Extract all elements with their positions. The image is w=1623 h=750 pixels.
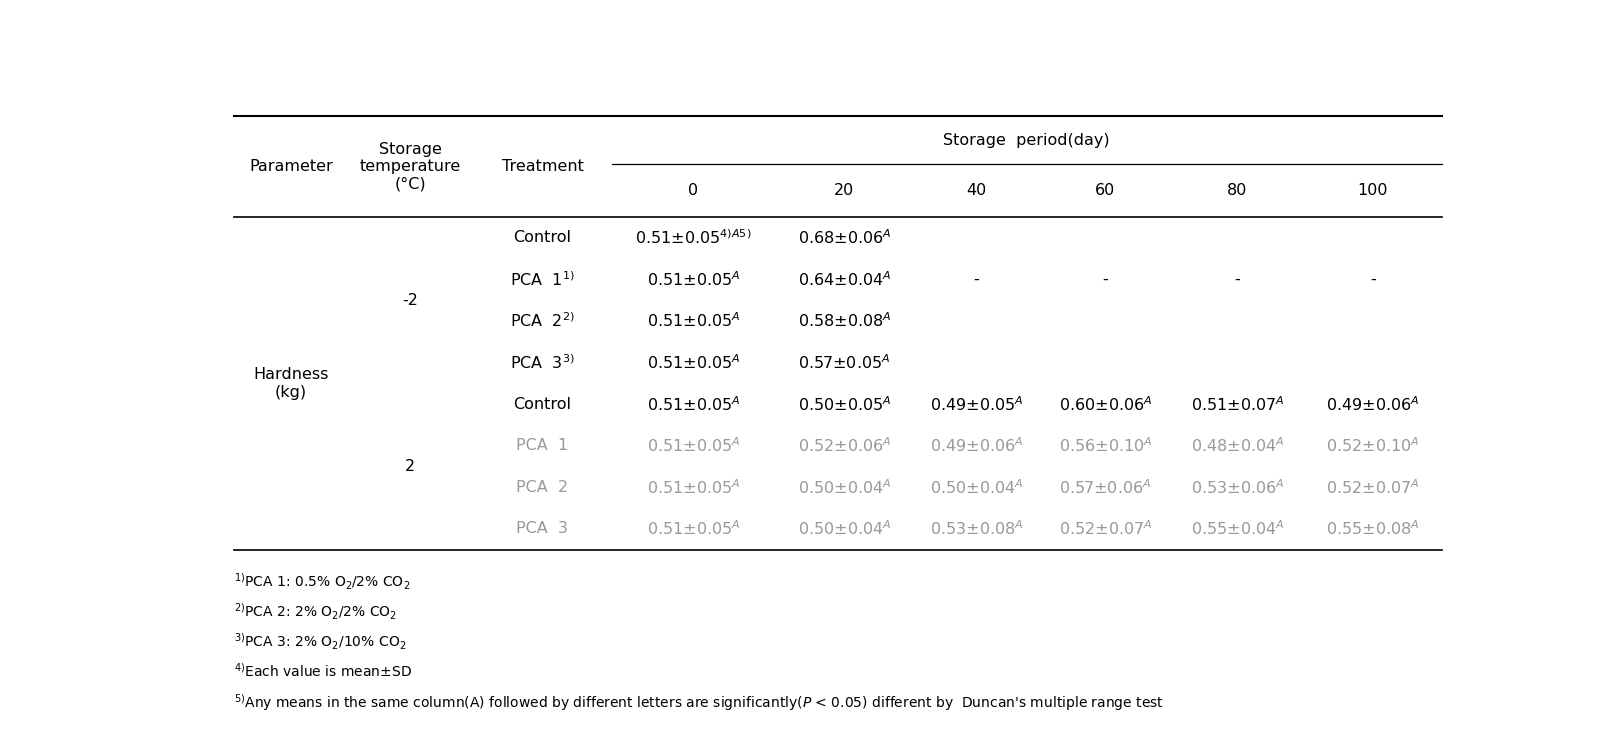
Text: Hardness
(kg): Hardness (kg) [253,368,328,400]
Text: 0.68±0.06$^{A}$: 0.68±0.06$^{A}$ [797,229,891,248]
Text: 0.56±0.10$^{A}$: 0.56±0.10$^{A}$ [1058,436,1152,455]
Text: 0.51±0.05$^{4)A5)}$: 0.51±0.05$^{4)A5)}$ [635,229,751,248]
Text: 2: 2 [406,459,415,474]
Text: 0.64±0.04$^{A}$: 0.64±0.04$^{A}$ [797,270,891,289]
Text: -: - [1370,272,1376,287]
Text: 0.51±0.05$^{A}$: 0.51±0.05$^{A}$ [646,312,740,330]
Text: 0.50±0.04$^{A}$: 0.50±0.04$^{A}$ [930,478,1022,496]
Text: 60: 60 [1096,183,1115,198]
Text: $^{2)}$PCA 2: 2% O$_2$/2% CO$_2$: $^{2)}$PCA 2: 2% O$_2$/2% CO$_2$ [234,602,398,622]
Text: Control: Control [513,230,571,245]
Text: PCA  3$^{3)}$: PCA 3$^{3)}$ [510,353,575,372]
Text: 0.51±0.05$^{A}$: 0.51±0.05$^{A}$ [646,478,740,496]
Text: PCA  3: PCA 3 [516,521,568,536]
Text: -2: -2 [403,292,419,308]
Text: 0.60±0.06$^{A}$: 0.60±0.06$^{A}$ [1058,394,1152,413]
Text: PCA  2: PCA 2 [516,480,568,495]
Text: Storage  period(day): Storage period(day) [943,133,1110,148]
Text: $^{1)}$PCA 1: 0.5% O$_2$/2% CO$_2$: $^{1)}$PCA 1: 0.5% O$_2$/2% CO$_2$ [234,572,411,592]
Text: 0.55±0.08$^{A}$: 0.55±0.08$^{A}$ [1326,520,1420,538]
Text: 0.51±0.07$^{A}$: 0.51±0.07$^{A}$ [1191,394,1284,413]
Text: $^{4)}$Each value is mean±SD: $^{4)}$Each value is mean±SD [234,662,412,680]
Text: 0.50±0.04$^{A}$: 0.50±0.04$^{A}$ [797,478,891,496]
Text: 40: 40 [966,183,987,198]
Text: 0.50±0.04$^{A}$: 0.50±0.04$^{A}$ [797,520,891,538]
Text: 20: 20 [834,183,854,198]
Text: 0.52±0.06$^{A}$: 0.52±0.06$^{A}$ [797,436,891,455]
Text: 0.57±0.06$^{A}$: 0.57±0.06$^{A}$ [1060,478,1152,496]
Text: 0.52±0.07$^{A}$: 0.52±0.07$^{A}$ [1326,478,1420,496]
Text: $^{5)}$Any means in the same column(A) followed by different letters are signifi: $^{5)}$Any means in the same column(A) f… [234,692,1164,712]
Text: 0.55±0.04$^{A}$: 0.55±0.04$^{A}$ [1191,520,1284,538]
Text: $^{3)}$PCA 3: 2% O$_2$/10% CO$_2$: $^{3)}$PCA 3: 2% O$_2$/10% CO$_2$ [234,632,407,652]
Text: 0.52±0.10$^{A}$: 0.52±0.10$^{A}$ [1326,436,1420,455]
Text: 0.49±0.06$^{A}$: 0.49±0.06$^{A}$ [1326,394,1420,413]
Text: 0.48±0.04$^{A}$: 0.48±0.04$^{A}$ [1191,436,1284,455]
Text: -: - [974,272,979,287]
Text: 0.51±0.05$^{A}$: 0.51±0.05$^{A}$ [646,394,740,413]
Text: Control: Control [513,397,571,412]
Text: 0.53±0.06$^{A}$: 0.53±0.06$^{A}$ [1191,478,1284,496]
Text: PCA  1: PCA 1 [516,438,568,453]
Text: 100: 100 [1357,183,1388,198]
Text: 0.49±0.06$^{A}$: 0.49±0.06$^{A}$ [930,436,1022,455]
Text: 0.51±0.05$^{A}$: 0.51±0.05$^{A}$ [646,270,740,289]
Text: Treatment: Treatment [502,159,583,174]
Text: 0.52±0.07$^{A}$: 0.52±0.07$^{A}$ [1058,520,1152,538]
Text: PCA  2$^{2)}$: PCA 2$^{2)}$ [510,312,575,330]
Text: -: - [1102,272,1109,287]
Text: PCA  1$^{1)}$: PCA 1$^{1)}$ [510,270,575,289]
Text: 0: 0 [688,183,698,198]
Text: 0.49±0.05$^{A}$: 0.49±0.05$^{A}$ [930,394,1022,413]
Text: 0.50±0.05$^{A}$: 0.50±0.05$^{A}$ [797,394,891,413]
Text: 0.58±0.08$^{A}$: 0.58±0.08$^{A}$ [797,312,891,330]
Text: 0.57±0.05$^{A}$: 0.57±0.05$^{A}$ [799,353,891,372]
Text: 0.53±0.08$^{A}$: 0.53±0.08$^{A}$ [930,520,1022,538]
Text: 0.51±0.05$^{A}$: 0.51±0.05$^{A}$ [646,436,740,455]
Text: 0.51±0.05$^{A}$: 0.51±0.05$^{A}$ [646,520,740,538]
Text: -: - [1235,272,1240,287]
Text: Storage
temperature
(°C): Storage temperature (°C) [360,142,461,191]
Text: Parameter: Parameter [248,159,333,174]
Text: 0.51±0.05$^{A}$: 0.51±0.05$^{A}$ [646,353,740,372]
Text: 80: 80 [1227,183,1248,198]
